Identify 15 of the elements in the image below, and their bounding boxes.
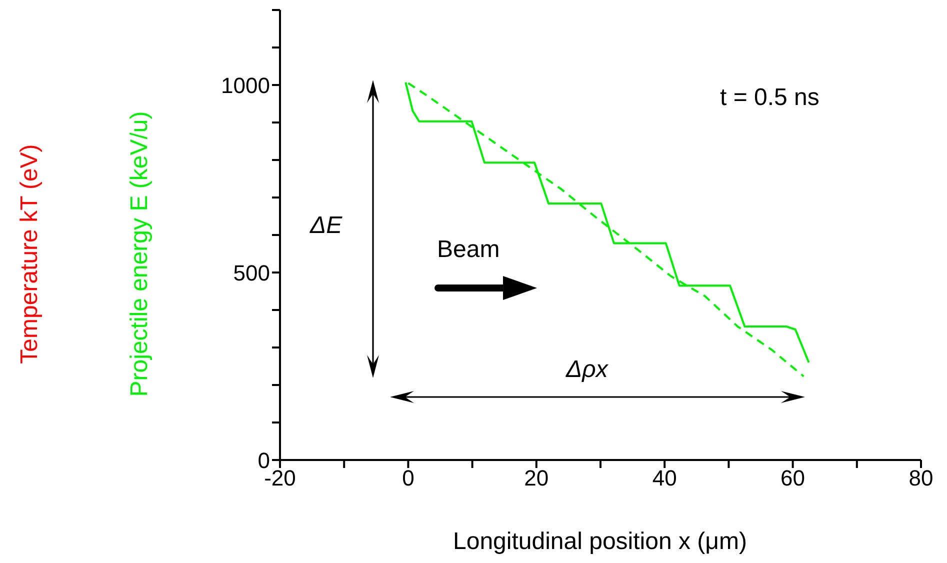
annotation: ΔE xyxy=(310,212,342,240)
y-tick-label: 500 xyxy=(233,260,270,286)
annotation: Beam xyxy=(437,236,500,264)
x-tick-label: 80 xyxy=(908,466,934,491)
x-tick-label: 0 xyxy=(402,466,414,491)
annotation: t = 0.5 ns xyxy=(720,84,820,112)
x-tick-label: 60 xyxy=(780,466,806,491)
y-tick-label: 1000 xyxy=(221,72,270,98)
text: Temperature kT (eV) xyxy=(16,143,44,366)
y-tick-label: 0 xyxy=(258,448,270,473)
y-axis-title: Projectile energy E (keV/u) xyxy=(126,110,154,399)
x-tick-label: 40 xyxy=(652,466,677,491)
annotation: Δρx xyxy=(566,356,608,384)
x-tick-label: 20 xyxy=(524,466,549,491)
x-axis-title: Longitudinal position x (μm) xyxy=(452,528,748,556)
